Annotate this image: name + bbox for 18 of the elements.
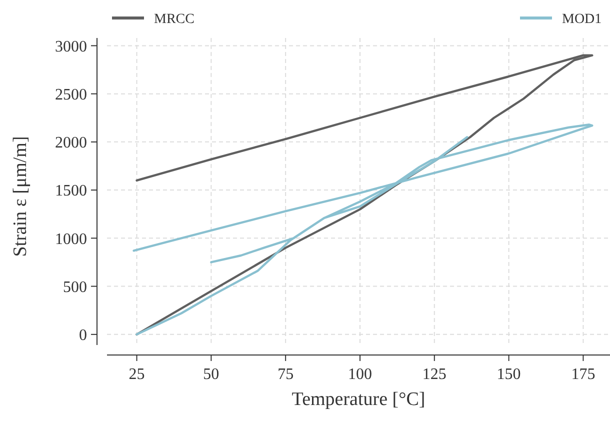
y-axis-title: Strain ε [μm/m] [10,136,31,257]
y-tick-label: 1500 [55,182,87,200]
y-tick-label: 0 [79,327,87,344]
x-tick-label: 125 [422,366,446,383]
y-tick-label: 500 [63,278,87,296]
x-tick-label: 100 [348,366,372,383]
x-axis-title: Temperature [°C] [292,389,426,410]
x-tick-label: 50 [203,366,220,383]
x-tick-label: 75 [278,366,294,383]
x-tick-label: 25 [128,366,145,383]
x-tick-label: 150 [496,366,521,383]
legend-label: MOD1 [562,12,602,27]
y-tick-label: 1000 [55,230,87,248]
y-tick-label: 2000 [55,134,87,152]
legend-label: MRCC [154,12,194,27]
y-tick-label: 2500 [55,86,87,104]
x-tick-label: 175 [571,366,596,383]
y-tick-label: 3000 [55,38,87,56]
